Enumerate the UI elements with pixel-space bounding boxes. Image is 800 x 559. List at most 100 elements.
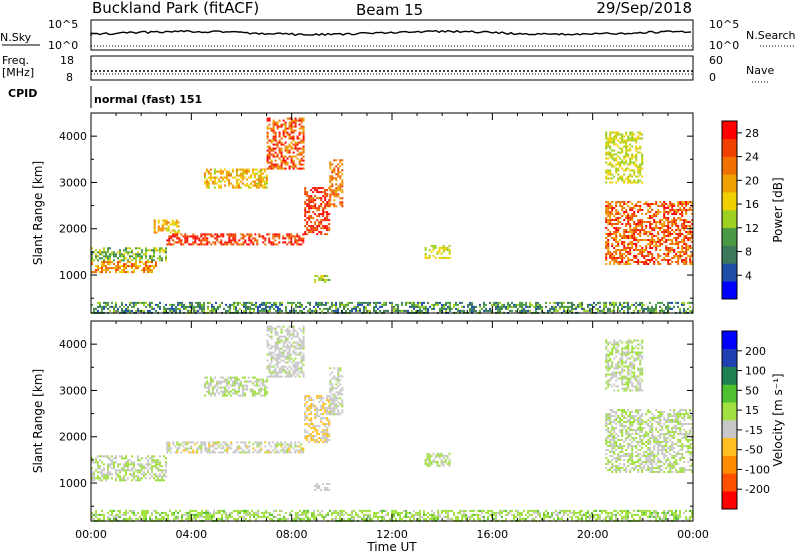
vel-cell [157, 469, 159, 471]
power-cell [281, 154, 283, 156]
power-cell [335, 310, 337, 312]
vel-cell [227, 514, 229, 516]
power-cell [539, 308, 541, 310]
vel-cell [137, 471, 139, 473]
power-cell [629, 160, 631, 162]
power-cell [605, 259, 607, 261]
power-cell [308, 195, 310, 197]
vel-cell [157, 518, 159, 520]
vel-cell [135, 479, 137, 481]
power-cell [283, 158, 285, 160]
vel-cell [99, 459, 101, 461]
power-cell [665, 207, 667, 209]
power-cell [275, 166, 277, 168]
power-cell [255, 302, 257, 304]
vel-cell [367, 516, 369, 518]
power-cell [113, 308, 115, 310]
power-cell [281, 150, 283, 152]
power-cell [629, 243, 631, 245]
power-cell [615, 172, 617, 174]
power-cell [107, 304, 109, 306]
vel-cell [599, 514, 601, 516]
vel-cell [317, 514, 319, 516]
power-cell [469, 304, 471, 306]
power-cell [635, 148, 637, 150]
power-cell [235, 302, 237, 304]
power-colorbar-tick-label: 24 [745, 151, 759, 164]
power-cell [639, 221, 641, 223]
vel-cell [258, 443, 260, 445]
power-cell [168, 239, 170, 241]
power-cell [649, 241, 651, 243]
vel-cell [615, 510, 617, 512]
power-cell [162, 230, 164, 232]
power-cell [276, 235, 278, 237]
power-cell [439, 302, 441, 304]
vel-cell [243, 516, 245, 518]
power-cell [224, 169, 226, 171]
vel-cell [143, 471, 145, 473]
vel-cell [655, 516, 657, 518]
power-cell [137, 255, 139, 257]
power-cell [189, 304, 191, 306]
power-cell [633, 174, 635, 176]
vel-cell [208, 443, 210, 445]
vel-cell [167, 516, 169, 518]
power-cell [250, 175, 252, 177]
power-cell [318, 215, 320, 217]
power-cell [647, 221, 649, 223]
power-cell [217, 306, 219, 308]
vel-cell [266, 451, 268, 453]
power-cell [319, 308, 321, 310]
power-cell [625, 306, 627, 308]
power-cell [225, 310, 227, 312]
power-cell [204, 243, 206, 245]
vel-cell [551, 516, 553, 518]
vel-cell [301, 518, 303, 520]
power-cell [657, 261, 659, 263]
power-cell [637, 176, 639, 178]
vel-cell [435, 518, 437, 520]
vel-cell [227, 516, 229, 518]
power-cell [655, 227, 657, 229]
power-cell [225, 304, 227, 306]
power-cell [613, 259, 615, 261]
power-cell [613, 251, 615, 253]
power-cell [269, 120, 271, 122]
power-cell [113, 306, 115, 308]
vel-cell [237, 510, 239, 512]
power-cell [637, 209, 639, 211]
vel-cell [180, 443, 182, 445]
power-cell [314, 189, 316, 191]
power-cell [619, 162, 621, 164]
power-cell [629, 249, 631, 251]
power-cell [274, 243, 276, 245]
power-cell [133, 263, 135, 265]
power-cell [312, 191, 314, 193]
vel-cell [216, 441, 218, 443]
power-cell [289, 310, 291, 312]
vel-cell [461, 514, 463, 516]
power-cell [339, 201, 341, 203]
power-cell [175, 310, 177, 312]
vel-cell [193, 518, 195, 520]
power-cell [269, 302, 271, 304]
power-cell [565, 306, 567, 308]
power-cell [379, 302, 381, 304]
vel-cell [655, 510, 657, 512]
power-cell [351, 308, 353, 310]
power-cell [258, 183, 260, 185]
power-cell [244, 235, 246, 237]
vel-cell [195, 514, 197, 516]
power-cell [273, 168, 275, 170]
power-cell [233, 304, 235, 306]
vel-cell [513, 518, 515, 520]
power-cell [531, 304, 533, 306]
power-cell [189, 306, 191, 308]
power-echo-region [166, 233, 304, 245]
vel-cell [655, 512, 657, 514]
power-echo-region [605, 132, 643, 184]
power-cell [555, 306, 557, 308]
power-cell [261, 308, 263, 310]
power-cell [681, 304, 683, 306]
